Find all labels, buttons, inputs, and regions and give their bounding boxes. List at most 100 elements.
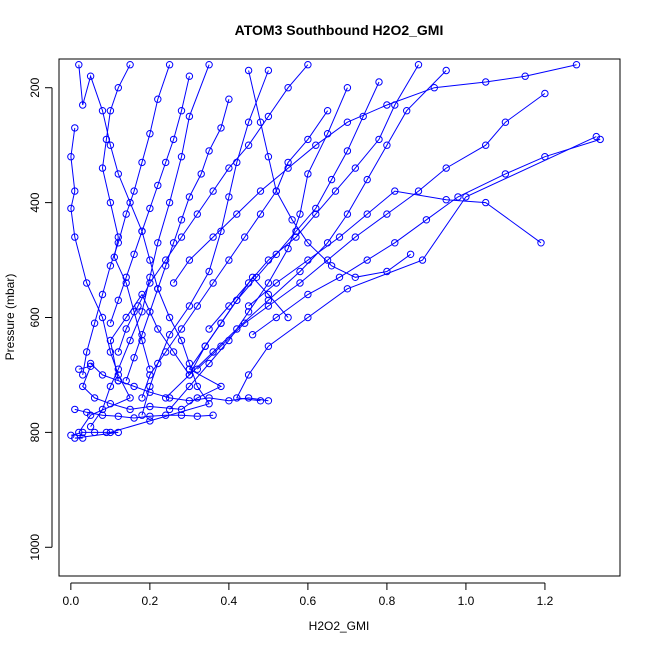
data-point xyxy=(162,348,170,356)
data-point xyxy=(146,388,154,396)
data-point xyxy=(442,164,450,172)
data-point xyxy=(244,308,253,316)
data-point xyxy=(193,365,202,373)
series-line xyxy=(165,70,447,399)
series-20 xyxy=(67,428,123,442)
data-point xyxy=(205,60,213,69)
series-line xyxy=(208,64,419,330)
data-point xyxy=(146,273,154,281)
data-point xyxy=(233,296,241,304)
data-point xyxy=(185,256,194,264)
series-10 xyxy=(244,187,545,310)
x-tick-label: 0.8 xyxy=(379,594,396,608)
data-point xyxy=(304,60,312,69)
data-point xyxy=(138,227,146,236)
data-point xyxy=(138,290,146,299)
data-point xyxy=(98,411,107,419)
data-point xyxy=(130,308,138,316)
data-point xyxy=(244,371,253,379)
data-point xyxy=(193,394,202,402)
data-point xyxy=(114,170,123,178)
data-point xyxy=(304,256,312,264)
data-point xyxy=(225,302,233,310)
data-point xyxy=(359,112,367,121)
data-point xyxy=(217,319,225,327)
series-line xyxy=(70,127,131,433)
data-point xyxy=(146,308,154,316)
series-line xyxy=(90,363,269,402)
series-4 xyxy=(138,66,273,419)
data-point xyxy=(185,72,194,80)
data-point xyxy=(185,382,194,391)
data-point xyxy=(383,210,391,218)
series-line xyxy=(188,81,380,370)
data-point xyxy=(264,153,273,161)
series-line xyxy=(173,64,577,284)
data-point xyxy=(205,394,213,402)
data-point xyxy=(114,365,123,373)
data-point xyxy=(296,279,304,287)
data-point xyxy=(209,411,217,419)
data-point xyxy=(264,302,273,310)
data-point xyxy=(185,359,194,368)
series-line xyxy=(236,136,597,402)
x-axis-label: H2O2_GMI xyxy=(309,619,370,633)
data-point xyxy=(71,187,79,195)
data-point xyxy=(256,118,265,126)
data-point xyxy=(323,107,332,115)
data-point xyxy=(414,187,423,195)
data-point xyxy=(264,256,273,264)
data-point xyxy=(126,394,134,402)
data-point xyxy=(244,66,253,75)
data-point xyxy=(304,135,312,144)
data-point xyxy=(177,107,186,115)
data-point xyxy=(272,250,280,259)
data-point xyxy=(130,354,138,362)
data-point xyxy=(406,250,415,259)
data-point xyxy=(248,331,257,339)
data-point xyxy=(343,118,352,126)
data-point xyxy=(98,405,107,414)
data-point xyxy=(217,227,225,236)
data-point xyxy=(331,187,340,195)
data-point xyxy=(442,196,450,204)
data-point xyxy=(209,279,217,287)
data-point xyxy=(205,359,213,368)
data-point xyxy=(403,107,411,115)
data-point xyxy=(482,198,490,207)
data-point xyxy=(114,233,123,241)
data-point xyxy=(343,147,352,155)
data-point xyxy=(383,267,391,276)
series-9 xyxy=(233,132,600,405)
data-point xyxy=(193,412,202,420)
series-2 xyxy=(67,124,134,437)
y-tick-label: 200 xyxy=(28,77,42,97)
series-19 xyxy=(71,405,217,422)
data-point xyxy=(327,262,336,270)
x-axis: 0.0 0.2 0.4 0.6 0.8 1.0 1.2 xyxy=(63,582,554,608)
data-point xyxy=(98,313,107,322)
data-point xyxy=(114,412,123,420)
series-line xyxy=(196,93,546,370)
data-point xyxy=(177,233,186,241)
series-24 xyxy=(106,72,194,327)
series-line xyxy=(141,110,329,399)
data-point xyxy=(90,319,99,327)
series-line xyxy=(78,64,210,433)
data-point xyxy=(102,135,111,144)
data-point xyxy=(138,331,146,339)
data-point xyxy=(264,66,273,75)
data-point xyxy=(177,411,186,419)
x-tick-label: 1.0 xyxy=(458,594,475,608)
data-point xyxy=(304,313,312,322)
data-point xyxy=(71,124,79,132)
data-point xyxy=(79,434,87,442)
data-point xyxy=(162,411,170,419)
data-point xyxy=(75,365,83,373)
data-point xyxy=(177,405,186,414)
data-point xyxy=(106,319,115,327)
data-point xyxy=(177,153,186,161)
series-22 xyxy=(106,273,292,385)
data-point xyxy=(462,193,470,201)
